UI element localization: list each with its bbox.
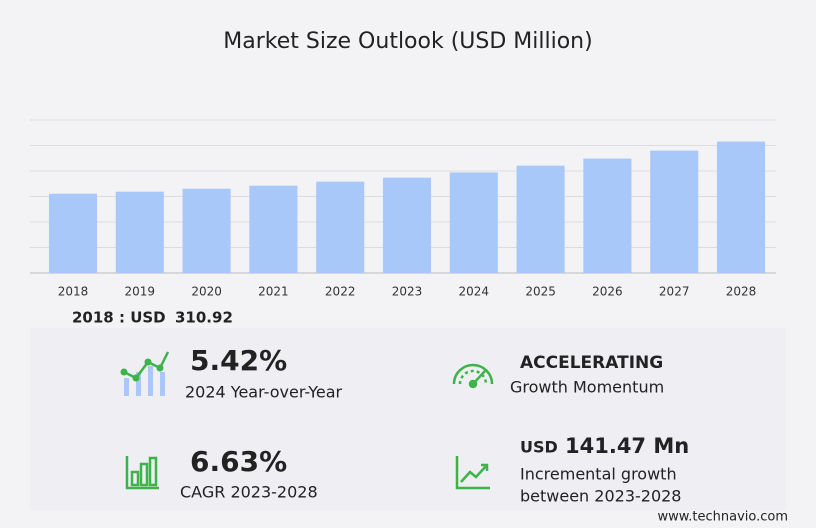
x-tick-label: 2027 [659,285,690,299]
bar [115,191,164,273]
x-tick-label: 2023 [392,285,423,299]
x-tick-label: 2028 [726,285,757,299]
highlight-value: 310.92 [175,309,233,327]
bar [650,150,699,273]
x-tick-label: 2021 [258,285,289,299]
cagr-icon [125,456,159,490]
stat-value: 5.42% [190,344,287,377]
x-tick-label: 2024 [459,285,490,299]
momentum-icon [452,363,494,389]
bar [516,165,565,273]
x-tick-label: 2026 [592,285,623,299]
stat-value: 6.63% [190,445,287,478]
bar [716,141,766,273]
stat-value: ACCELERATING [520,353,663,373]
bar [316,181,365,273]
yoy-icon [120,351,170,396]
stat-label: 2024 Year-over-Year [185,383,343,402]
bar [182,188,231,273]
stat-value: 141.47 Mn [565,434,689,458]
stat-label: between 2023-2028 [520,487,681,506]
stat-label: Growth Momentum [510,378,664,397]
stat-label: CAGR 2023-2028 [180,483,318,502]
stat-prefix: USD [520,438,558,457]
bar [449,172,498,273]
highlight-label: 2018 : USD [72,309,166,327]
x-tick-label: 2025 [525,285,556,299]
x-tick-label: 2018 [58,285,89,299]
x-tick-label: 2020 [191,285,222,299]
incremental-icon [455,456,490,490]
x-tick-label: 2019 [125,285,156,299]
x-tick-label: 2022 [325,285,356,299]
bar [249,185,298,273]
stat-label: Incremental growth [520,465,677,484]
chart-title: Market Size Outlook (USD Million) [223,29,592,54]
footer: www.technavio.com [658,510,788,525]
bar [583,158,632,273]
bar [382,177,432,273]
bar [48,193,98,273]
